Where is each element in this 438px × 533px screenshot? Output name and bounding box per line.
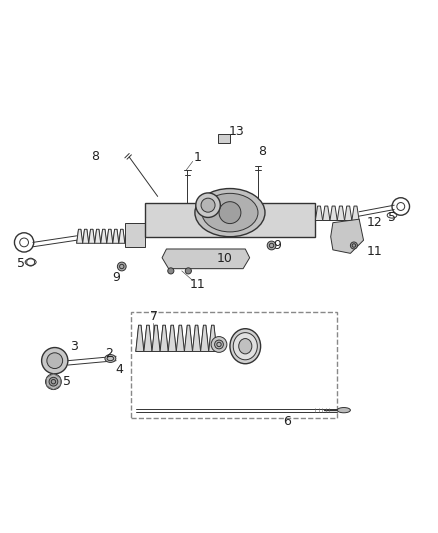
Polygon shape	[168, 325, 176, 351]
Polygon shape	[107, 229, 113, 243]
Polygon shape	[101, 229, 107, 243]
Polygon shape	[77, 229, 83, 243]
Text: 5: 5	[17, 257, 25, 270]
Ellipse shape	[239, 338, 252, 354]
Text: 9: 9	[112, 271, 120, 284]
Text: 4: 4	[116, 363, 124, 376]
Polygon shape	[208, 325, 217, 351]
Ellipse shape	[230, 329, 261, 364]
Bar	[125, 223, 145, 247]
Circle shape	[201, 198, 215, 212]
Polygon shape	[83, 229, 88, 243]
Text: 10: 10	[216, 252, 232, 265]
Circle shape	[211, 336, 227, 352]
Circle shape	[47, 353, 63, 368]
Polygon shape	[315, 206, 323, 221]
Polygon shape	[331, 219, 364, 253]
Circle shape	[46, 374, 61, 390]
Bar	[131, 312, 337, 418]
Ellipse shape	[195, 189, 265, 237]
Polygon shape	[330, 206, 337, 221]
Text: 12: 12	[367, 216, 382, 229]
Text: 8: 8	[258, 146, 266, 158]
Polygon shape	[201, 325, 208, 351]
Bar	[218, 134, 230, 143]
Polygon shape	[162, 249, 250, 269]
Polygon shape	[113, 229, 119, 243]
Text: 3: 3	[70, 340, 78, 353]
Polygon shape	[184, 325, 193, 351]
Polygon shape	[160, 325, 168, 351]
Circle shape	[267, 241, 276, 250]
Circle shape	[117, 262, 126, 271]
Text: 7: 7	[150, 310, 158, 324]
Text: 5: 5	[63, 375, 71, 388]
Polygon shape	[152, 325, 160, 351]
Polygon shape	[88, 229, 95, 243]
Text: 1: 1	[194, 151, 202, 164]
Circle shape	[49, 377, 58, 386]
Circle shape	[196, 193, 220, 217]
Ellipse shape	[202, 193, 258, 232]
Text: 5: 5	[388, 211, 396, 223]
Circle shape	[215, 340, 223, 349]
Text: 9: 9	[273, 239, 281, 252]
Text: 11: 11	[190, 278, 206, 292]
Polygon shape	[136, 325, 144, 351]
Polygon shape	[193, 325, 201, 351]
Ellipse shape	[337, 408, 350, 413]
Text: 13: 13	[229, 125, 244, 138]
Text: 11: 11	[367, 245, 382, 257]
Ellipse shape	[105, 354, 116, 362]
Circle shape	[42, 348, 68, 374]
Text: 6: 6	[283, 416, 291, 429]
Bar	[145, 203, 315, 237]
Polygon shape	[119, 229, 125, 243]
Ellipse shape	[233, 333, 258, 360]
Circle shape	[185, 268, 191, 274]
Polygon shape	[323, 206, 330, 221]
Polygon shape	[345, 206, 352, 221]
Circle shape	[219, 201, 241, 223]
Text: 8: 8	[92, 150, 99, 164]
Polygon shape	[337, 206, 345, 221]
Polygon shape	[352, 206, 359, 221]
Circle shape	[168, 268, 174, 274]
Text: 2: 2	[105, 347, 113, 360]
Polygon shape	[176, 325, 184, 351]
Circle shape	[350, 242, 357, 249]
Polygon shape	[95, 229, 101, 243]
Polygon shape	[144, 325, 152, 351]
